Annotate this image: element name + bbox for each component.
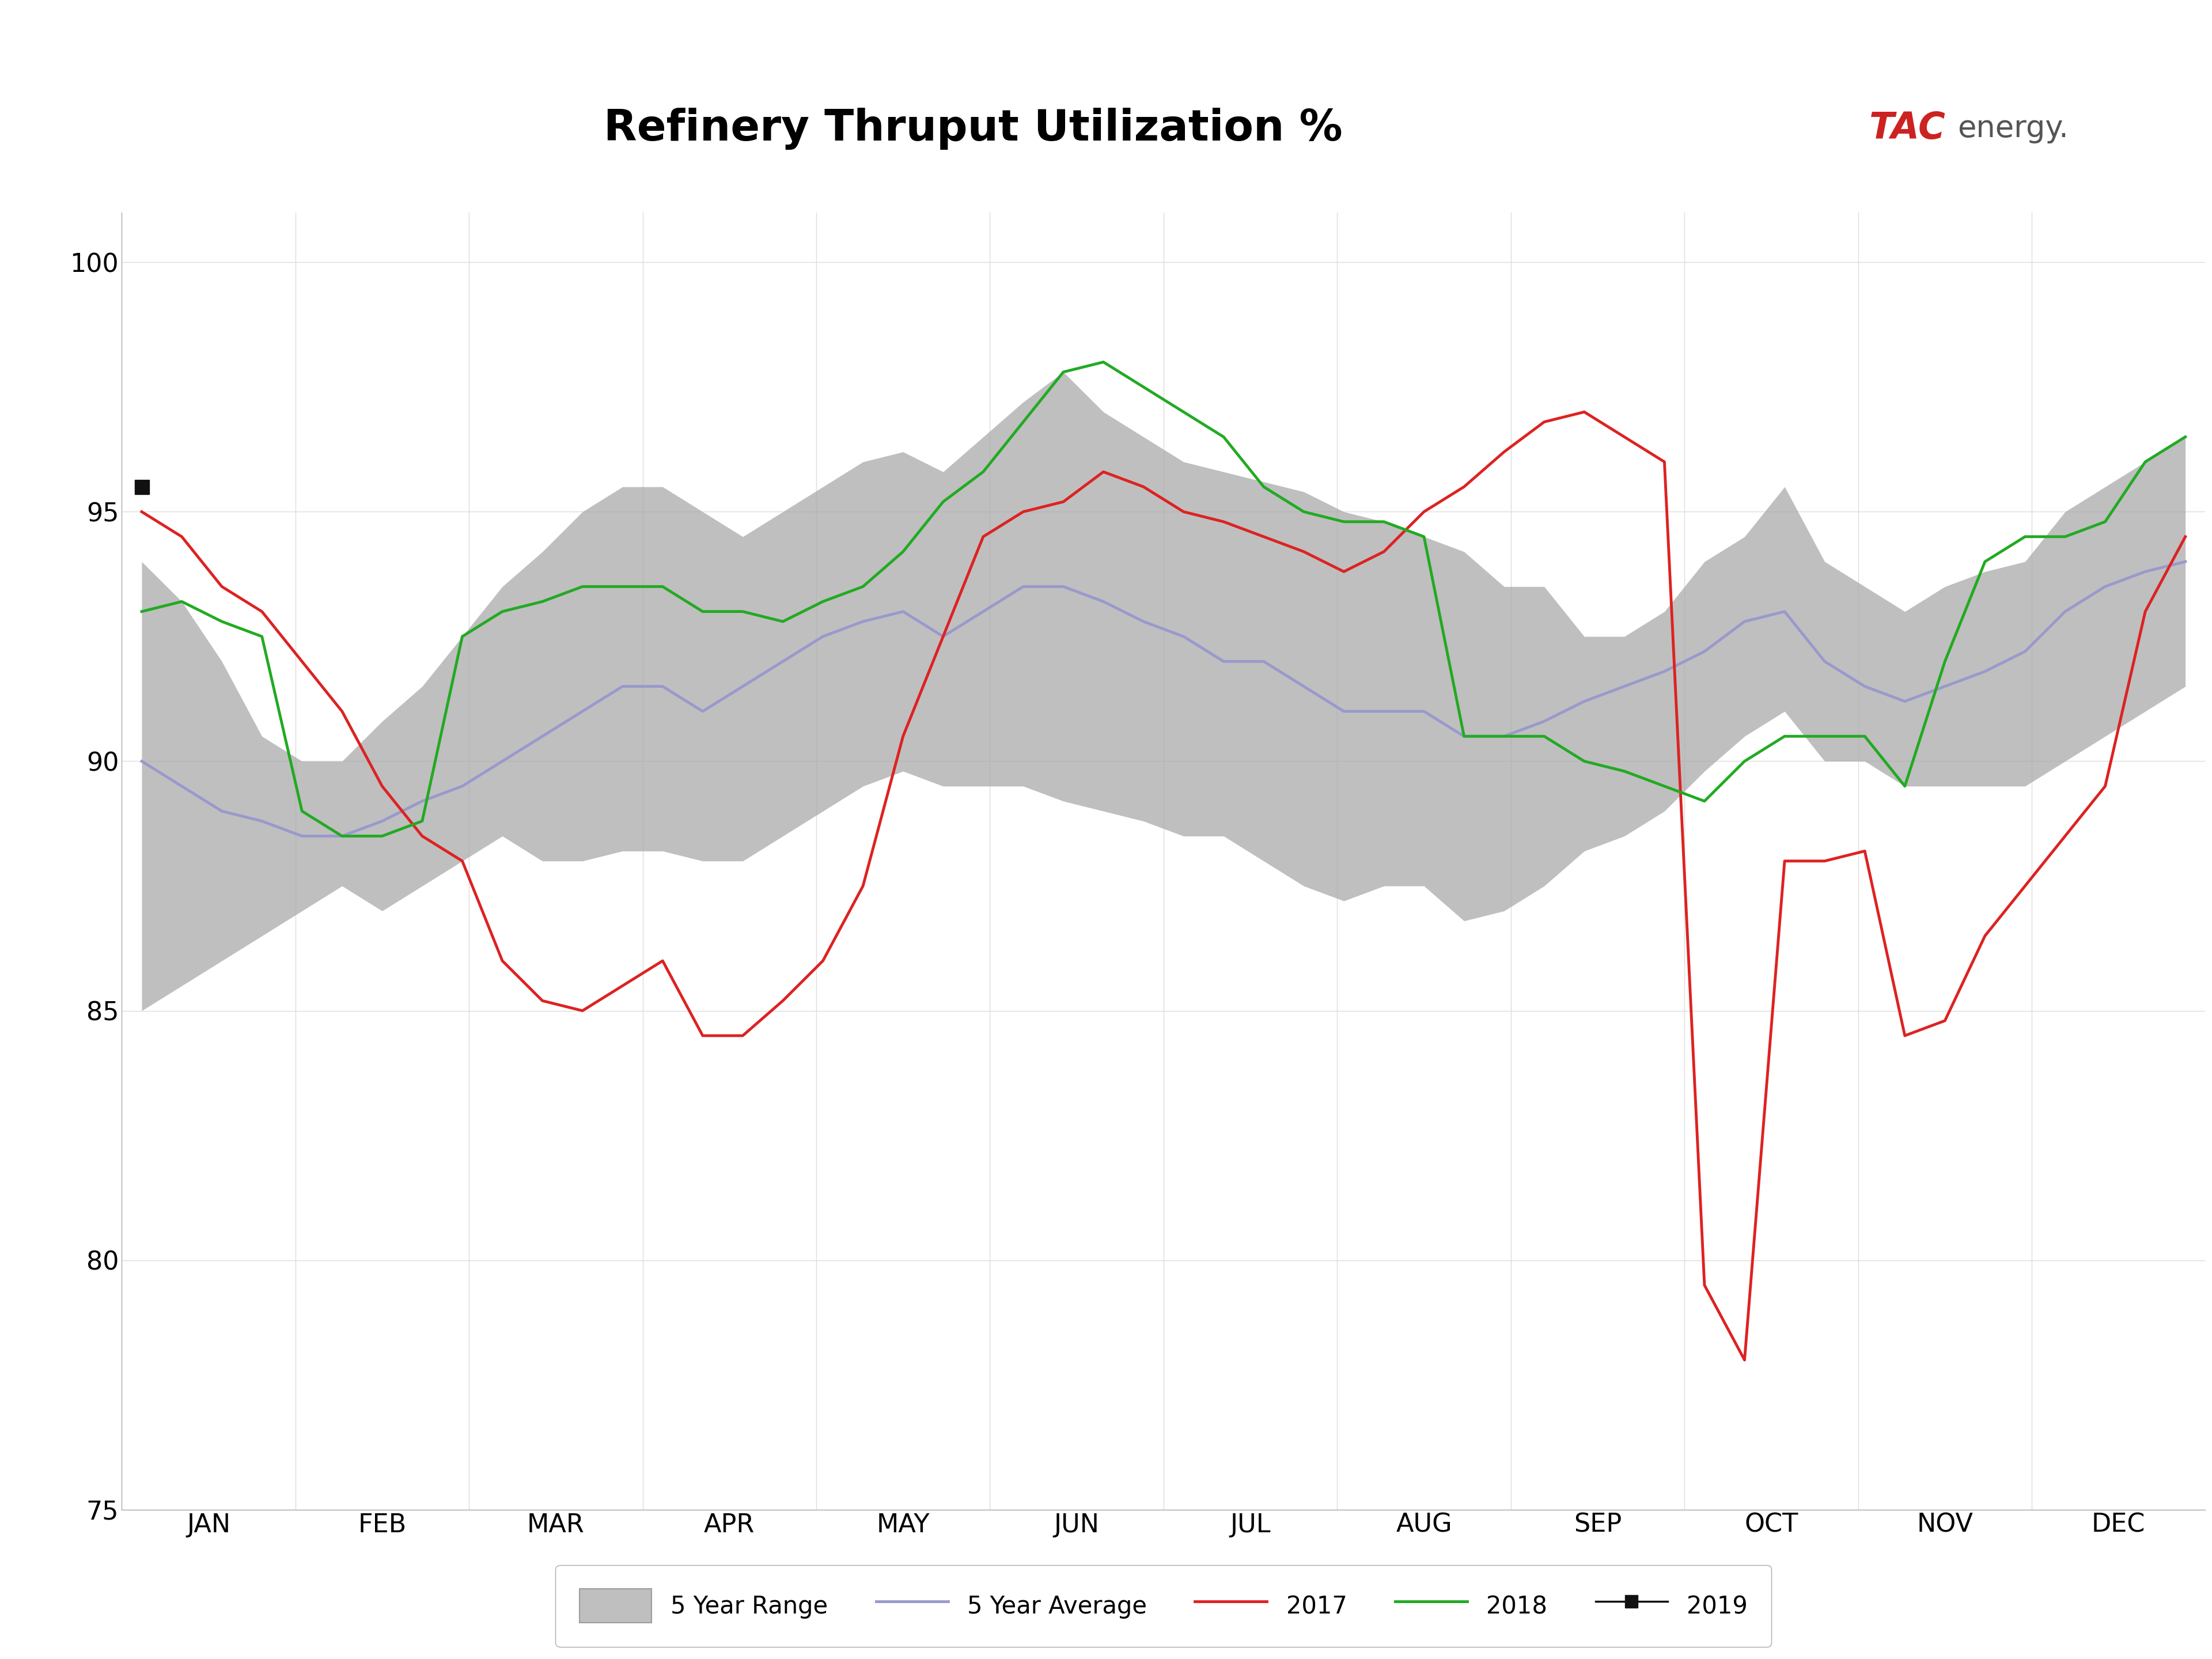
Text: Refinery Thruput Utilization %: Refinery Thruput Utilization %	[604, 108, 1343, 149]
Text: energy.: energy.	[1958, 113, 2068, 144]
Legend: 5 Year Range, 5 Year Average, 2017, 2018, 2019: 5 Year Range, 5 Year Average, 2017, 2018…	[555, 1564, 1772, 1647]
Text: TAC: TAC	[1869, 111, 1947, 146]
